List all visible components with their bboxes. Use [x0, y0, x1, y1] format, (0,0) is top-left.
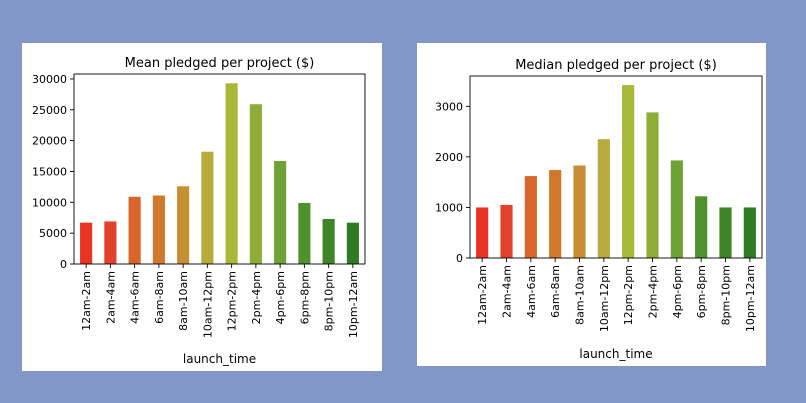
chart-title: Median pledged per project ($) — [515, 58, 717, 73]
x-tick-label: 12pm-2pm — [226, 271, 239, 331]
x-tick-label: 6pm-8pm — [695, 265, 708, 318]
y-tick-label: 10000 — [32, 196, 67, 209]
bar-10am-12pm — [201, 151, 214, 264]
bar-2pm-4pm — [249, 104, 262, 265]
plot-frame — [73, 73, 366, 265]
x-tick-label: 4pm-6pm — [671, 265, 684, 318]
bar-4am-6am — [128, 196, 141, 264]
x-axis-label: launch_time — [579, 347, 652, 361]
x-tick-label: 8pm-10pm — [720, 265, 733, 325]
x-tick-label: 6am-8am — [153, 271, 166, 324]
bar-8pm-10pm — [719, 207, 732, 258]
bar-12pm-2pm — [622, 85, 635, 258]
bar-2am-4am — [500, 204, 513, 258]
x-axis-label: launch_time — [183, 352, 256, 366]
bar-10pm-12am — [346, 222, 359, 264]
bar-6pm-8pm — [695, 196, 708, 258]
x-tick-label: 10pm-12am — [347, 271, 360, 338]
y-tick-label: 0 — [60, 258, 67, 271]
bar-12am-2am — [80, 222, 93, 264]
bar-12am-2am — [476, 207, 489, 258]
y-tick-label: 1000 — [435, 201, 463, 214]
x-tick-label: 2pm-4pm — [647, 265, 660, 318]
x-tick-label: 12am-2am — [80, 271, 93, 331]
y-tick-label: 25000 — [32, 104, 67, 117]
bar-10pm-12am — [743, 207, 756, 258]
x-tick-label: 2am-4am — [104, 271, 117, 324]
bar-10am-12pm — [597, 139, 610, 258]
bar-6am-8am — [549, 170, 562, 258]
y-tick-label: 3000 — [435, 100, 463, 113]
bar-12pm-2pm — [225, 83, 238, 264]
x-tick-label: 6am-8am — [549, 265, 562, 318]
bar-8pm-10pm — [322, 218, 335, 264]
bar-4pm-6pm — [274, 160, 287, 264]
bar-8am-10am — [177, 186, 190, 264]
bar-2am-4am — [104, 221, 117, 264]
x-tick-label: 8pm-10pm — [323, 271, 336, 331]
x-tick-label: 4am-6am — [129, 271, 142, 324]
x-tick-label: 4am-6am — [525, 265, 538, 318]
y-tick-label: 5000 — [39, 227, 67, 240]
x-tick-label: 10pm-12am — [744, 265, 757, 332]
bar-8am-10am — [573, 165, 586, 258]
mean-pledged-chart: Mean pledged per project ($) 0 5000 10000 15… — [32, 56, 366, 366]
chart-panel-median: Median pledged per project ($) 0 1000 2000 3… — [417, 43, 766, 366]
bar-4am-6am — [524, 176, 537, 258]
x-tick-label: 4pm-6pm — [274, 271, 287, 324]
y-tick-label: 2000 — [435, 151, 463, 164]
bar-6am-8am — [152, 195, 165, 264]
median-pledged-chart: Median pledged per project ($) 0 1000 2000 3… — [435, 58, 763, 361]
x-tick-label: 12am-2am — [476, 265, 489, 325]
bar-2pm-4pm — [646, 112, 659, 259]
y-tick-label: 20000 — [32, 135, 67, 148]
x-tick-label: 2am-4am — [501, 265, 514, 318]
x-tick-label: 2pm-4pm — [250, 271, 263, 324]
y-tick-label: 30000 — [32, 73, 67, 86]
chart-panel-mean: Mean pledged per project ($) 0 5000 10000 15… — [22, 43, 382, 371]
y-tick-label: 0 — [456, 252, 463, 265]
bar-4pm-6pm — [670, 160, 683, 258]
x-tick-label: 10am-12pm — [201, 271, 214, 338]
bar-6pm-8pm — [298, 202, 311, 264]
x-tick-label: 8am-10am — [177, 271, 190, 331]
x-tick-label: 6pm-8pm — [298, 271, 311, 324]
y-tick-label: 15000 — [32, 165, 67, 178]
x-tick-label: 8am-10am — [574, 265, 587, 325]
plot-frame — [469, 75, 763, 259]
x-tick-label: 10am-12pm — [598, 265, 611, 332]
x-tick-label: 12pm-2pm — [622, 265, 635, 325]
chart-title: Mean pledged per project ($) — [125, 56, 315, 71]
